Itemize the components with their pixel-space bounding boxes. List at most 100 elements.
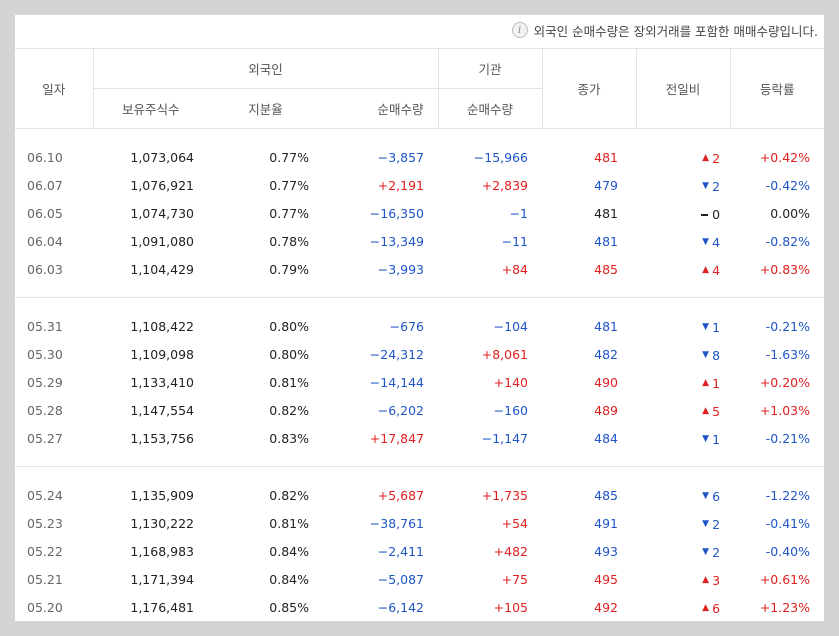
foreign-net-buy-cell: +2,191 [377,177,425,193]
ratio-cell: 0.81% [269,374,309,390]
institution-net-buy-cell: +2,839 [481,177,529,193]
notice-bar: i 외국인 순매수량은 장외거래를 포함한 매매수량입니다. [511,21,818,39]
foreign-net-buy-cell: −13,349 [369,233,425,249]
change-amount: 2 [712,178,721,194]
ratio-cell: 0.84% [269,571,309,587]
foreign-net-buy-cell: −2,411 [377,543,425,559]
holdings-cell: 1,171,394 [130,571,194,587]
info-icon: i [511,22,528,38]
table-row: 06.05 1,074,730 0.77% −16,350 −1 481 0 0.00% [15,199,824,227]
change-value: ▼ 2 [702,179,720,194]
institution-net-buy-cell: −11 [501,233,529,249]
institution-net-buy-cell: +105 [493,599,529,615]
change-cell: ▼ 4 [636,227,730,255]
header-ratio: 지분율 [208,88,323,129]
date-cell: 05.20 [27,599,63,615]
table-body: 06.10 1,073,064 0.77% −3,857 −15,966 481 ▲ 2 +0.… [15,129,825,622]
holdings-cell: 1,109,098 [130,346,194,362]
holdings-cell: 1,076,921 [130,177,194,193]
up-triangle-icon: ▲ [702,575,710,586]
institution-net-buy-cell: +75 [501,571,529,587]
foreign-net-buy-cell: −3,857 [377,149,425,165]
date-cell: 05.30 [27,346,63,362]
up-triangle-icon: ▲ [702,603,710,614]
foreign-net-buy-cell: −6,202 [377,402,425,418]
change-value: ▲ 2 [702,151,720,166]
table-row: 05.31 1,108,422 0.80% −676 −104 481 ▼ 1 -0.21% [15,312,824,340]
change-amount: 1 [712,431,721,447]
header-institution: 기관 [437,48,543,89]
rate-cell: -0.82% [765,233,811,249]
table-row: 06.10 1,073,064 0.77% −3,857 −15,966 481 ▲ 2 +0.… [15,143,824,171]
ratio-cell: 0.80% [269,346,309,362]
change-amount: 8 [712,347,721,363]
down-triangle-icon: ▼ [702,491,710,502]
table-row: 06.04 1,091,080 0.78% −13,349 −11 481 ▼ 4 -0.82% [15,227,824,255]
foreign-net-buy-cell: −3,993 [377,261,425,277]
rate-cell: -1.22% [765,487,811,503]
rate-cell: 0.00% [770,205,811,221]
up-triangle-icon: ▲ [702,406,710,417]
header-holdings: 보유주식수 [92,88,208,129]
change-cell: ▼ 1 [636,312,730,340]
change-amount: 2 [712,516,721,532]
foreign-net-buy-cell: −6,142 [377,599,425,615]
change-amount: 5 [712,403,721,419]
close-price-cell: 479 [594,177,619,193]
ratio-cell: 0.84% [269,543,309,559]
group-divider [15,452,825,467]
down-triangle-icon: ▼ [702,181,710,192]
header-rate: 등락률 [729,48,825,129]
foreign-net-buy-cell: −16,350 [369,205,425,221]
trading-table: 일자 외국인 기관 종가 전일비 등락률 보유주식수 지분율 순매수량 순매수량… [15,48,825,622]
rate-cell: +0.83% [759,261,811,277]
date-cell: 05.27 [27,430,63,446]
close-price-cell: 485 [594,261,619,277]
foreign-net-buy-cell: −5,087 [377,571,425,587]
change-cell: ▼ 2 [636,509,730,537]
holdings-cell: 1,073,064 [130,149,194,165]
change-amount: 6 [712,600,721,616]
date-cell: 06.07 [27,177,63,193]
rate-cell: +0.61% [759,571,811,587]
up-triangle-icon: ▲ [702,153,710,164]
header-foreign-net-buy: 순매수량 [323,88,439,129]
change-amount: 1 [712,319,721,335]
investor-trading-panel: i 외국인 순매수량은 장외거래를 포함한 매매수량입니다. 일자 외국인 기관… [15,15,825,622]
close-price-cell: 481 [594,318,619,334]
foreign-net-buy-cell: −24,312 [369,346,425,362]
foreign-net-buy-cell: −38,761 [369,515,425,531]
change-value: ▼ 4 [702,235,720,250]
close-price-cell: 481 [594,205,619,221]
down-triangle-icon: ▼ [702,237,710,248]
ratio-cell: 0.82% [269,487,309,503]
change-amount: 4 [712,262,721,278]
change-value: ▼ 1 [702,432,720,447]
ratio-cell: 0.77% [269,149,309,165]
ratio-cell: 0.77% [269,205,309,221]
date-cell: 05.29 [27,374,63,390]
change-amount: 3 [712,572,721,588]
table-row: 05.29 1,133,410 0.81% −14,144 +140 490 ▲ 1 +0.20… [15,368,824,396]
close-price-cell: 485 [594,487,619,503]
close-price-cell: 495 [594,571,619,587]
rate-cell: +0.42% [759,149,811,165]
change-value: ▼ 1 [702,320,720,335]
change-cell: ▼ 6 [636,481,730,509]
institution-net-buy-cell: +8,061 [481,346,529,362]
group-divider [15,283,825,298]
date-cell: 06.10 [27,149,63,165]
change-cell: ▲ 3 [636,565,730,593]
institution-net-buy-cell: +140 [493,374,529,390]
table-row: 05.24 1,135,909 0.82% +5,687 +1,735 485 ▼ 6 -1.2… [15,481,824,509]
rate-cell: -1.63% [765,346,811,362]
change-amount: 0 [712,207,721,223]
ratio-cell: 0.80% [269,318,309,334]
date-cell: 05.22 [27,543,63,559]
close-price-cell: 490 [594,374,619,390]
header-foreign: 외국인 [92,48,439,89]
ratio-cell: 0.81% [269,515,309,531]
date-cell: 06.03 [27,261,63,277]
rate-cell: -0.21% [765,430,811,446]
rate-cell: -0.40% [765,543,811,559]
